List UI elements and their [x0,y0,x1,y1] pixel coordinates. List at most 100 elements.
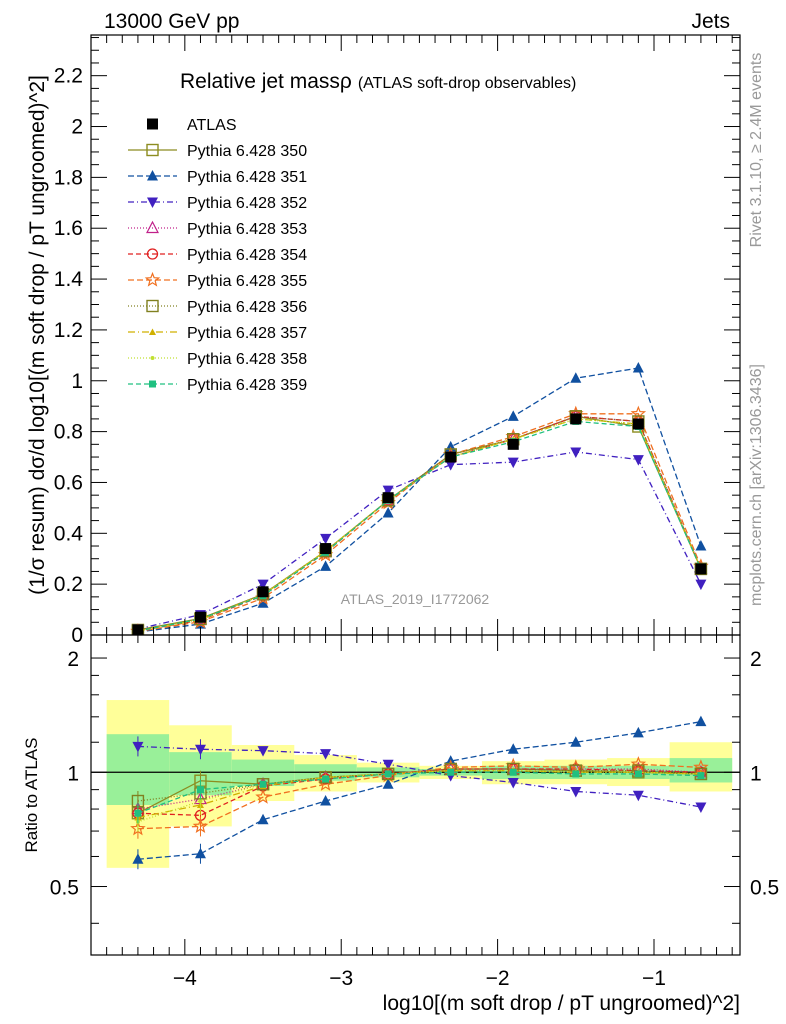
ratio-point [134,809,142,817]
legend-label: Pythia 6.428 355 [187,273,307,290]
y-tick-label: 0.6 [54,471,83,494]
ratio-point [632,790,644,802]
ratio-point [320,795,332,806]
ratio-line [137,771,701,814]
series-point [570,372,582,383]
y-tick-label: 0.4 [54,522,84,545]
x-tick-label: −4 [173,967,197,990]
series-line [137,367,702,633]
ratio-y-tick-label: 0.5 [750,877,779,900]
ratio-point [322,775,330,783]
header-right: Jets [691,10,730,33]
x-tick-label: −2 [486,967,510,990]
ratio-point [259,780,267,788]
series-line [137,420,702,632]
ratio-point [194,847,206,859]
series-point [632,455,644,466]
ratio-point [382,778,394,789]
ratio-point [507,743,519,754]
ratio-point [630,756,647,771]
series-point [507,457,519,469]
y-tick-label: 0.8 [54,421,83,444]
ratio-point [194,744,206,756]
watermark: ATLAS_2019_I1772062 [341,591,490,607]
ratio-point [632,726,644,738]
y-tick-label: 0.2 [54,573,83,596]
y-tick-label: 0 [71,624,83,647]
data-point [257,586,269,598]
data-point [507,438,519,450]
series-point [445,460,457,471]
ratio-point [384,770,392,778]
ratio-y-axis-label: Ratio to ATLAS [22,738,41,853]
legend-label: Pythia 6.428 353 [187,221,307,238]
ratio-y-tick-label: 2 [750,648,762,671]
ratio-point [257,813,269,825]
series-line [137,418,702,632]
data-point [382,492,394,504]
ratio-point [570,736,582,747]
mcplots-label: mcplots.cern.ch [arXiv:1306.3436] [748,364,765,606]
series-point [320,533,332,545]
legend-marker [147,197,158,208]
y-tick-label: 2 [71,116,83,139]
ratio-y-tick-label: 1 [750,762,762,785]
ratio-line [137,769,701,819]
ratio-frame [90,634,741,956]
ratio-line [137,745,702,808]
ratio-series [130,715,709,870]
legend-label: Pythia 6.428 352 [187,195,307,212]
series-point [632,362,644,373]
series-point [257,597,269,608]
legend-label: Pythia 6.428 350 [187,143,307,160]
legend-label: Pythia 6.428 358 [187,351,307,368]
legend-marker [147,118,158,130]
ratio-y-tick-label: 1 [67,762,79,785]
ratio-point [255,788,271,804]
y-tick-label: 1.4 [54,268,84,291]
data-point [570,413,582,425]
main-series [130,362,709,635]
ratio-point [257,746,269,757]
y-axis-label: (1/σ resum) dσ/d log10[(m soft drop / pT… [26,75,49,595]
ratio-point [507,777,519,789]
ratio-bands [91,700,740,868]
legend-marker [146,299,159,313]
ratio-point [697,772,705,780]
x-tick-label: −3 [329,967,353,990]
legend-label: Pythia 6.428 354 [187,247,307,264]
axes: −4 −3 −2 −1 0 0.2 0.4 0.6 0.8 1 1.2 1.4 1.6 1.8 2 2.2 0.… [50,35,779,990]
legend-label: Pythia 6.428 351 [187,169,307,186]
series-point [695,579,707,591]
legend-marker [144,271,161,287]
legend-marker [146,248,159,260]
series-point [257,579,269,591]
data-point [320,543,332,555]
data-point [632,418,644,430]
chart-subtitle: (ATLAS soft-drop observables) [358,75,576,92]
legend-label: Pythia 6.428 357 [187,325,307,342]
ratio-point [198,799,203,804]
y-tick-label: 1.8 [54,166,83,189]
ratio-point [320,749,332,760]
y-tick-label: 2.2 [54,65,83,88]
ratio-point [196,786,204,794]
data-point [695,563,707,575]
data-point [445,451,457,463]
series-point [507,410,519,421]
ratio-point [509,768,517,776]
y-tick-label: 1 [71,370,83,393]
series-point [320,560,332,571]
ratio-point [695,802,707,814]
x-tick-label: −1 [642,967,666,990]
ratio-point [634,770,642,778]
ratio-point [695,715,707,727]
legend-label: Pythia 6.428 356 [187,299,307,316]
ratio-point [382,759,394,771]
ratio-point [572,770,580,778]
ratio-y-tick-label: 2 [67,648,79,671]
series-line [137,418,702,632]
data-point [194,611,206,623]
legend-label: Pythia 6.428 359 [187,377,307,394]
